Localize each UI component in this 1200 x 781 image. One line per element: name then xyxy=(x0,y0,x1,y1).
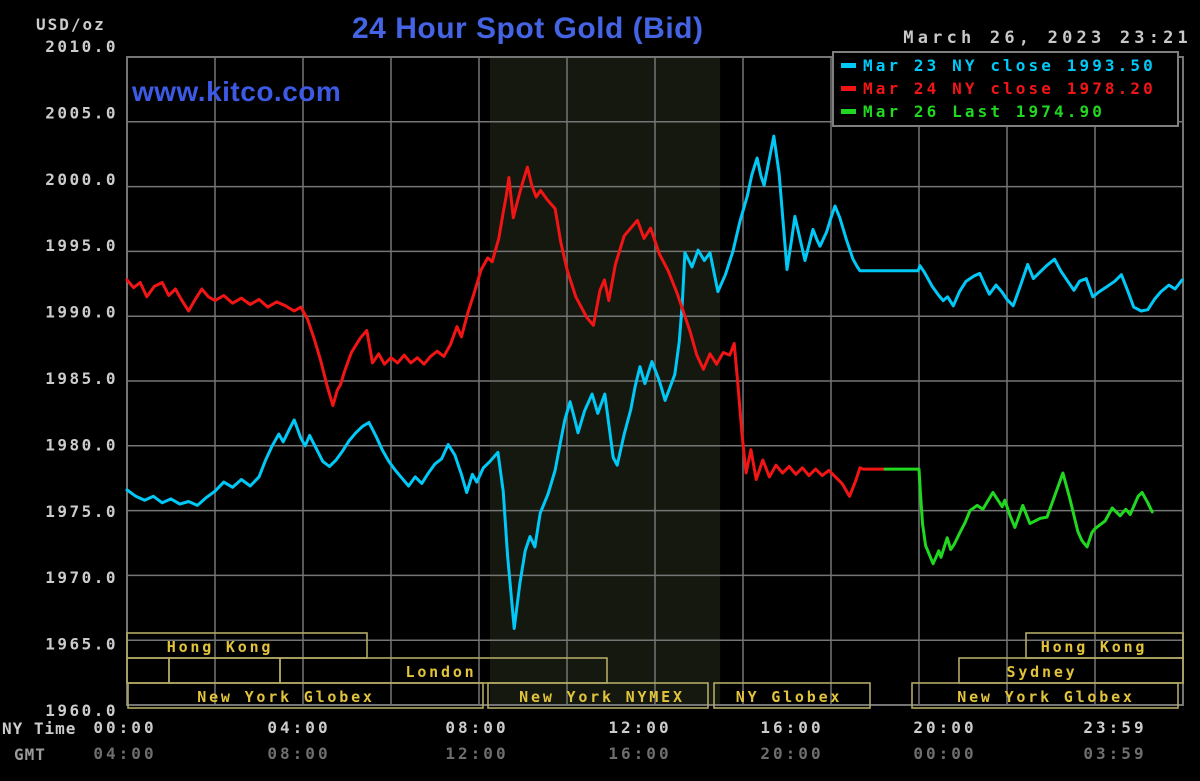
session-label: Hong Kong xyxy=(167,638,273,656)
x-tick-label-gmt: 16:00 xyxy=(608,744,671,763)
legend-label-mar24: Mar 24 NY close 1978.20 xyxy=(863,79,1156,98)
legend-box: Mar 23 NY close 1993.50 Mar 24 NY close … xyxy=(832,51,1179,127)
price-line-mar26 xyxy=(883,467,1154,566)
session-label: London xyxy=(406,663,477,681)
x-tick-label-ny: 23:59 xyxy=(1083,718,1146,737)
y-tick-label: 2000.0 xyxy=(45,170,118,189)
y-tick-label: 1980.0 xyxy=(45,435,118,454)
x-tick-label-gmt: 08:00 xyxy=(267,744,330,763)
x-tick-label-ny: 16:00 xyxy=(760,718,823,737)
session-box xyxy=(487,682,709,709)
session-box xyxy=(911,682,1179,709)
x-tick-label-gmt: 03:59 xyxy=(1083,744,1146,763)
legend-label-mar26: Mar 26 Last 1974.90 xyxy=(863,102,1105,121)
kitco-watermark: www.kitco.com xyxy=(132,76,342,107)
session-box xyxy=(713,682,871,709)
legend-row-mar24: Mar 24 NY close 1978.20 xyxy=(841,77,1177,100)
x-tick-label-ny: 20:00 xyxy=(913,718,976,737)
session-label: New York NYMEX xyxy=(519,688,685,706)
y-tick-label: 1995.0 xyxy=(45,236,118,255)
x-tick-label-gmt: 12:00 xyxy=(445,744,508,763)
x-tick-label-ny: 00:00 xyxy=(93,718,156,737)
session-label: Sydney xyxy=(1007,663,1078,681)
y-tick-label: 1985.0 xyxy=(45,369,118,388)
legend-row-mar26: Mar 26 Last 1974.90 xyxy=(841,100,1177,123)
chart-title: 24 Hour Spot Gold (Bid) xyxy=(352,12,704,45)
mar26-dash-icon xyxy=(841,109,856,114)
y-tick-label: 2005.0 xyxy=(45,103,118,122)
session-label: Hong Kong xyxy=(1041,638,1147,656)
session-label: New York Globex xyxy=(197,688,374,706)
session-box xyxy=(126,657,170,684)
mar23-dash-icon xyxy=(841,63,856,68)
session-box xyxy=(168,657,281,684)
x-tick-label-ny: 12:00 xyxy=(608,718,671,737)
price-line-mar24 xyxy=(125,165,887,498)
x-tick-label-ny: 08:00 xyxy=(445,718,508,737)
chart-timestamp: March 26, 2023 23:21 xyxy=(903,28,1192,48)
y-tick-label: 1970.0 xyxy=(45,568,118,587)
ny-time-axis-label: NY Time xyxy=(2,719,77,738)
price-line-mar23 xyxy=(125,134,1184,630)
session-label: New York Globex xyxy=(957,688,1134,706)
y-tick-label: 1965.0 xyxy=(45,635,118,654)
x-tick-label-ny: 04:00 xyxy=(267,718,330,737)
y-axis-units-label: USD/oz xyxy=(36,15,106,34)
mar24-dash-icon xyxy=(841,86,856,91)
gmt-axis-label: GMT xyxy=(14,745,46,764)
y-tick-label: 2010.0 xyxy=(45,37,118,56)
y-tick-label: 1960.0 xyxy=(45,701,118,720)
x-tick-label-gmt: 00:00 xyxy=(913,744,976,763)
y-tick-label: 1975.0 xyxy=(45,502,118,521)
legend-label-mar23: Mar 23 NY close 1993.50 xyxy=(863,56,1156,75)
x-tick-label-gmt: 04:00 xyxy=(93,744,156,763)
plot-border xyxy=(126,56,1184,706)
session-label: NY Globex xyxy=(736,688,842,706)
session-box xyxy=(127,682,484,709)
x-tick-label-gmt: 20:00 xyxy=(760,744,823,763)
legend-row-mar23: Mar 23 NY close 1993.50 xyxy=(841,54,1177,77)
y-tick-label: 1990.0 xyxy=(45,303,118,322)
